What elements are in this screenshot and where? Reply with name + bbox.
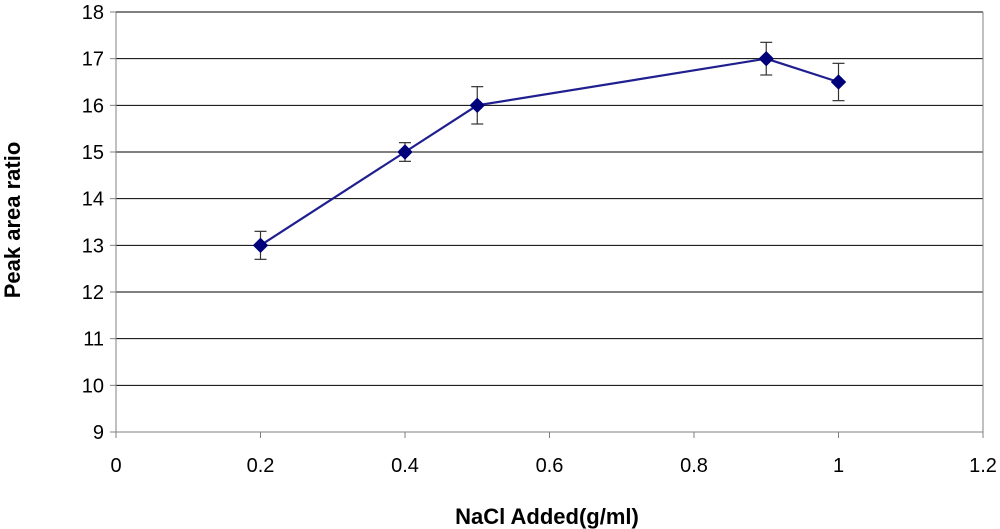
- y-tick-label: 18: [82, 2, 104, 24]
- y-tick-label: 11: [83, 329, 104, 351]
- x-tick-label: 0.4: [391, 455, 419, 477]
- x-tick-labels: 0 0.2 0.4 0.6 0.8 1 1.2: [110, 455, 996, 477]
- y-tick-label: 14: [82, 189, 104, 211]
- y-tick-label: 12: [82, 282, 104, 304]
- y-tick-label: 9: [93, 422, 104, 444]
- x-tick-label: 0.6: [536, 455, 564, 477]
- y-tick-label: 16: [82, 95, 104, 117]
- y-tick-label: 13: [82, 235, 104, 257]
- x-tick-label: 0: [110, 455, 121, 477]
- grid-lines: [116, 11, 983, 386]
- series: [252, 41, 847, 260]
- y-tick-label: 15: [82, 142, 104, 164]
- x-tick-label: 1: [833, 455, 844, 477]
- axes: [110, 11, 984, 438]
- data-point: [397, 144, 413, 160]
- x-tick-label: 0.8: [680, 455, 708, 477]
- data-point: [252, 237, 269, 254]
- x-axis-title: NaCl Added(g/ml): [455, 504, 639, 529]
- y-axis-title: Peak area ratio: [0, 142, 25, 299]
- data-point: [469, 97, 485, 114]
- data-point: [830, 74, 847, 90]
- data-point: [758, 50, 774, 67]
- y-tick-label: 17: [82, 49, 104, 71]
- y-tick-labels: 9 10 11 12 13 14 15 16 17 18: [82, 2, 104, 444]
- x-tick-label: 1.2: [969, 455, 997, 477]
- x-tick-label: 0.2: [247, 455, 275, 477]
- y-tick-label: 10: [82, 375, 104, 397]
